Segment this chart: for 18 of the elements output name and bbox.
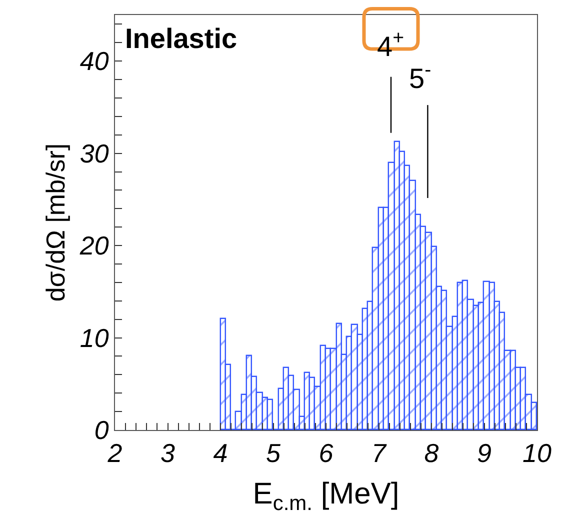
x-tick-label: 6: [318, 438, 334, 468]
x-tick-label: 7: [372, 438, 388, 468]
x-tick-label: 2: [106, 438, 123, 468]
y-tick-label: 0: [94, 415, 110, 446]
y-tick-label: 30: [80, 138, 110, 168]
x-tick-label: 10: [522, 438, 552, 468]
x-tick-label: 8: [424, 438, 440, 468]
annotation: Inelastic: [125, 23, 238, 54]
annotation: 5$^{-}$: [409, 59, 432, 94]
x-axis-title: E$_{c.m.}$ [MeV]: [252, 478, 400, 515]
x-tick-label: 4: [213, 438, 228, 468]
y-tick-label: 20: [78, 230, 110, 261]
x-tick-label: 9: [477, 438, 492, 468]
x-tick-label: 3: [160, 438, 176, 468]
x-tick-label: 5: [266, 438, 282, 468]
y-tick-label: 40: [80, 46, 110, 76]
y-tick-label: 10: [80, 322, 110, 353]
y-axis-title: dσ/dΩ [mb/sr]: [40, 143, 70, 302]
